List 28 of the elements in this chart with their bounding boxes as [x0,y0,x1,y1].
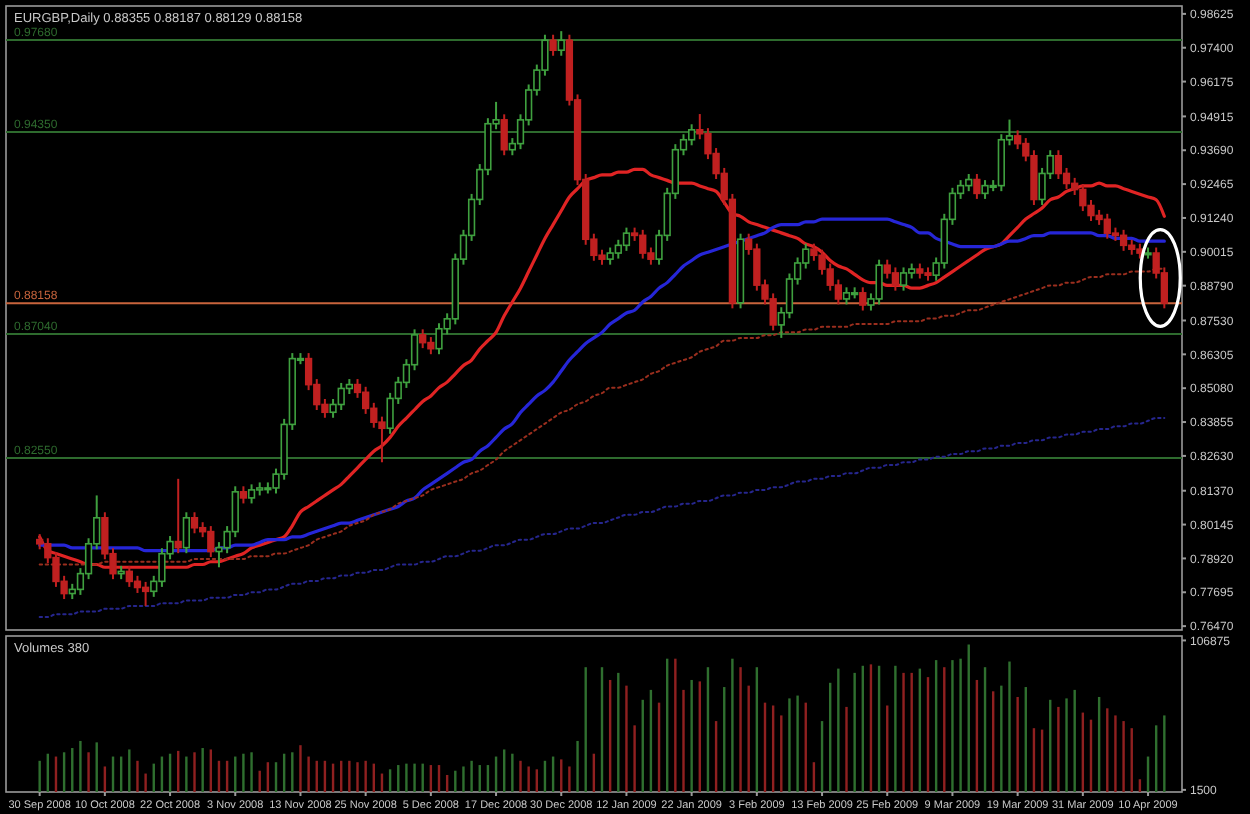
candlestick [859,286,867,312]
candlestick [1054,149,1063,180]
candlestick [1013,129,1022,151]
candlestick [337,381,345,412]
candlestick [687,123,696,147]
candlestick [622,226,631,252]
candlestick [125,564,133,588]
candlestick [362,385,370,415]
candlestick [753,242,761,292]
candlestick [174,477,182,555]
candlestick [973,173,981,200]
candlestick [639,228,647,260]
candlestick [981,179,989,200]
candlestick [1103,212,1111,240]
candlestick [190,511,199,535]
candlestick [141,580,150,607]
candlestick [1119,228,1128,252]
candlestick [557,30,565,57]
candlestick [899,266,908,292]
candlestick [419,328,427,350]
candlestick [875,258,883,306]
candlestick [891,266,900,292]
candlestick [182,511,191,555]
candlestick [500,113,508,157]
candlestick [549,33,557,57]
candlestick [1079,182,1087,213]
candlestick [207,525,215,559]
candlestick [247,483,256,505]
